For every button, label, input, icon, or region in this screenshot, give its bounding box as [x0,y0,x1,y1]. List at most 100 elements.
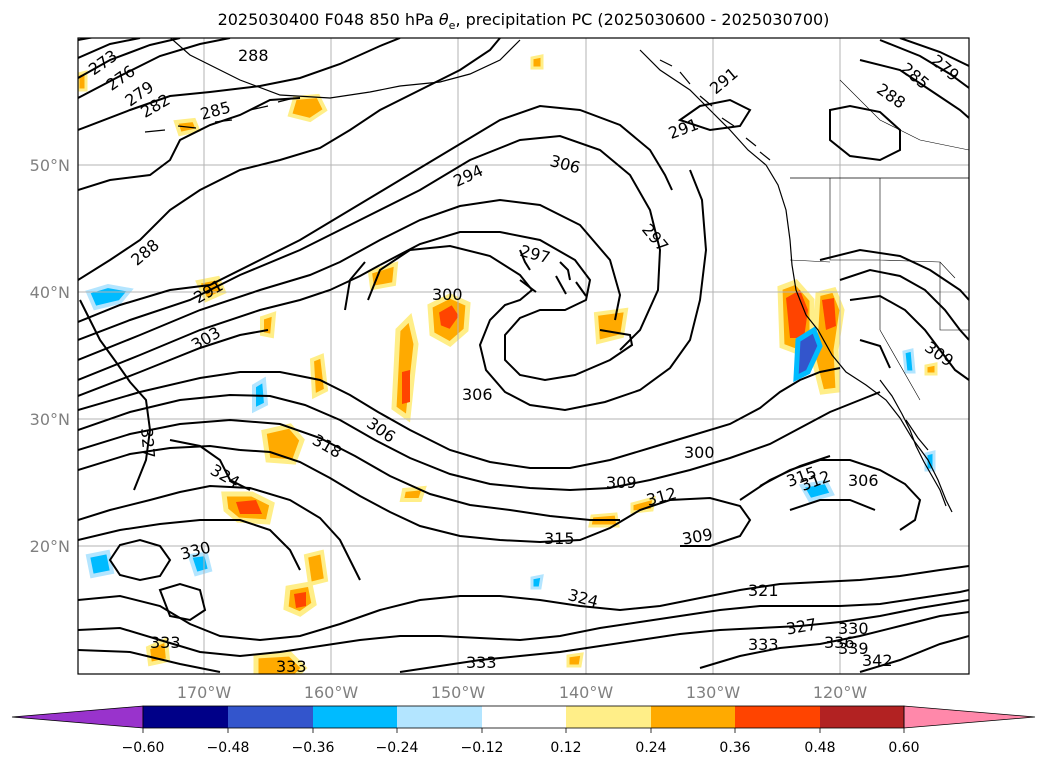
precip-patch [924,362,938,376]
contour-line [78,38,231,99]
contour-line [78,649,221,673]
contour-line [78,38,401,131]
contour-label: 321 [748,581,779,600]
lat-label-30n: 30°N [30,410,70,429]
contour-line [78,329,269,397]
lat-label-40n: 40°N [30,283,70,302]
precip-patch [786,290,808,338]
contour-label: 330 [838,619,869,638]
lon-label-170w: 170°W [177,683,232,702]
contour-label: 336 [824,633,855,652]
lat-label-50n: 50°N [30,156,70,175]
contour-line [78,264,381,381]
contour-line [239,449,752,547]
colorbar-extend-low [11,705,144,729]
precip-patch [367,261,399,291]
contour-line [78,97,301,191]
longitude-labels: 170°W 160°W 150°W 140°W 130°W 120°W [177,683,868,702]
precip-patch [236,500,262,514]
coastlines [144,38,969,513]
contour-line [78,134,662,351]
lon-label-160w: 160°W [304,683,359,702]
contour-line [367,169,708,412]
precip-patch [822,298,836,330]
precip-patch [287,93,328,123]
contour-line [849,294,969,381]
precip-patch [294,592,306,608]
colorbar-tick-label: 0.24 [635,740,666,756]
contour-line [519,249,587,297]
coastline-alaska [169,38,521,99]
latitude-labels: 50°N 40°N 30°N 20°N [30,156,70,556]
contour-line [379,231,634,382]
contour-label: 333 [466,653,497,672]
contour-label: 306 [462,385,493,404]
contour-line [78,367,841,469]
precip-patch [798,479,835,503]
contour-label: 333 [150,633,181,652]
colorbar-tick-label: −0.60 [122,740,165,756]
contour-line [78,589,969,658]
contour-line [78,391,881,492]
colorbar-tick-label: 0.36 [719,740,750,756]
contour-line [108,538,172,582]
contour-label: 300 [684,443,715,462]
contour-label: 333 [276,657,307,676]
precip-patch [187,551,213,577]
lat-label-20n: 20°N [30,537,70,556]
colorbar-segment [482,706,566,728]
contour-line [789,499,876,511]
precip-patch [530,574,544,590]
colorbar-segment [143,706,228,728]
contour-line [739,455,831,501]
lon-label-120w: 120°W [813,683,868,702]
precip-patch [402,370,410,404]
contour-line [79,299,152,491]
contour-line [78,104,673,323]
contour-line [859,339,891,369]
contour-label: 300 [432,285,463,304]
colorbar-segment [313,706,397,728]
precip-patch [260,311,277,339]
colorbar-tick-label: 0.12 [550,740,581,756]
contour-line [839,268,969,341]
contour-line [699,611,969,669]
contour-line [78,38,95,41]
colorbar-tick-label: −0.48 [207,740,250,756]
contour-line [78,418,620,521]
precip-patch [530,54,544,70]
colorbar-tick-label: −0.24 [376,740,419,756]
precip-patch [593,307,629,345]
precip-patch [253,651,308,674]
contour-label: 315 [544,529,575,548]
colorbar-frame [142,705,905,729]
lon-label-130w: 130°W [686,683,741,702]
precip-patch [309,353,329,400]
contour-line [859,59,969,119]
contour-line [158,582,207,622]
gridlines [78,38,969,674]
colorbar-segment [228,706,313,728]
colorbar-tick-label: −0.12 [461,740,504,756]
colorbar-segment [735,706,820,728]
precip-patch [85,549,115,579]
contour-line [78,444,241,471]
map-title: 2025030400 F048 850 hPa θe, precipitatio… [217,10,830,33]
colorbar-tick-label: 0.48 [804,740,835,756]
contour-line [169,439,251,491]
colorbar-tick-label: −0.36 [292,740,335,756]
coastline-islands [659,59,771,161]
contour-label: 342 [862,651,893,670]
colorbar-segment [651,706,735,728]
contour-label: 309 [606,473,637,492]
contour-label: 288 [238,46,269,65]
contour-line [899,38,969,67]
colorbar-segment [820,706,904,728]
contour-line [78,565,969,642]
precip-patch [630,495,656,514]
precip-patch [902,348,916,374]
colorbar-extend-high [903,705,1036,729]
lon-label-140w: 140°W [559,683,614,702]
contour-line [78,38,181,79]
contour-line [859,635,969,673]
